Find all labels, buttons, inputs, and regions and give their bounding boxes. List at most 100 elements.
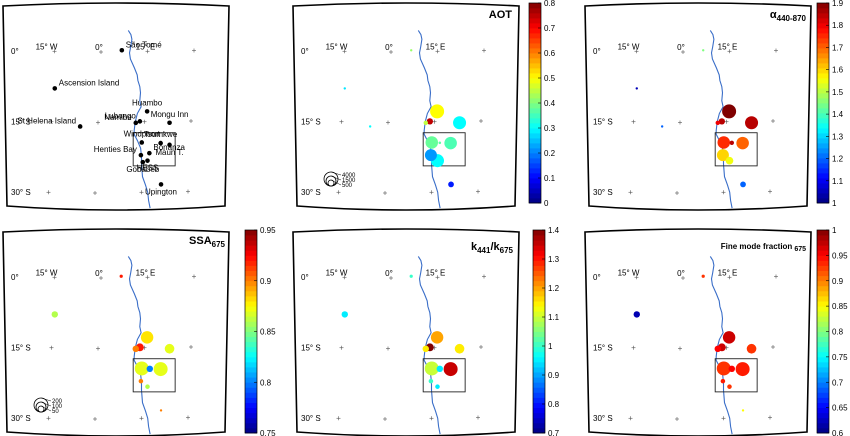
map-frame bbox=[2, 2, 230, 211]
lon-tick-label: 0° bbox=[677, 43, 685, 52]
colorbar-segment bbox=[529, 173, 541, 179]
data-point bbox=[716, 361, 731, 376]
colorbar-segment bbox=[817, 68, 829, 74]
colorbar-tick-label: 0.8 bbox=[544, 0, 556, 8]
colorbar-segment bbox=[817, 98, 829, 104]
colorbar-segment bbox=[533, 367, 545, 373]
data-point bbox=[720, 378, 726, 384]
colorbar-segment bbox=[529, 113, 541, 119]
colorbar-segment bbox=[817, 346, 829, 353]
panel-title: α440-870 bbox=[770, 9, 807, 23]
colorbar-segment bbox=[529, 18, 541, 24]
colorbar-segment bbox=[817, 316, 829, 322]
colorbar-segment bbox=[533, 235, 545, 241]
colorbar-segment bbox=[533, 255, 545, 261]
map-frame bbox=[584, 2, 812, 211]
site-label: St Helena Island bbox=[17, 116, 76, 125]
title-sub: 675 bbox=[212, 240, 226, 249]
colorbar-segment bbox=[533, 250, 545, 256]
colorbar-segment bbox=[817, 18, 829, 24]
lat-tick-label: 15° S bbox=[301, 118, 321, 127]
colorbar-segment bbox=[245, 361, 257, 368]
colorbar-tick-label: 1.1 bbox=[548, 313, 560, 322]
coastline bbox=[127, 256, 151, 435]
site-label: Tsumkwe bbox=[144, 130, 178, 139]
colorbar-tick-label: 0.8 bbox=[548, 400, 560, 409]
colorbar-tick-label: 0.9 bbox=[832, 277, 844, 286]
colorbar-segment bbox=[817, 148, 829, 154]
data-point bbox=[426, 118, 433, 125]
data-point bbox=[423, 120, 428, 126]
colorbar-segment bbox=[533, 417, 545, 424]
colorbar-segment bbox=[817, 83, 829, 89]
data-point bbox=[660, 125, 664, 128]
colorbar-segment bbox=[245, 427, 257, 434]
colorbar-segment bbox=[529, 178, 541, 184]
colorbar-segment bbox=[533, 377, 545, 383]
data-point bbox=[735, 362, 750, 377]
colorbar-segment bbox=[245, 356, 257, 363]
colorbar-segment bbox=[817, 168, 829, 174]
lat-tick-label: 15° S bbox=[593, 118, 613, 127]
title-b-sub: 675 bbox=[500, 246, 514, 255]
colorbar-segment bbox=[245, 407, 257, 414]
colorbar-segment bbox=[817, 422, 829, 429]
colorbar-segment bbox=[817, 311, 829, 317]
size-legend-label: 100 bbox=[52, 404, 63, 410]
colorbar-segment bbox=[817, 326, 829, 332]
colorbar-tick-label: 1.8 bbox=[832, 21, 844, 30]
colorbar-segment bbox=[529, 73, 541, 79]
colorbar-segment bbox=[817, 173, 829, 179]
data-point bbox=[718, 118, 725, 125]
lon-tick-label: 15° E bbox=[426, 42, 446, 51]
colorbar-segment bbox=[817, 412, 829, 419]
colorbar-segment bbox=[533, 326, 545, 332]
colorbar-segment bbox=[533, 245, 545, 251]
colorbar-segment bbox=[817, 53, 829, 59]
data-point bbox=[146, 365, 154, 373]
colorbar-segment bbox=[533, 240, 545, 246]
data-point bbox=[140, 331, 154, 344]
colorbar-tick-label: 1.9 bbox=[832, 0, 844, 8]
colorbar-segment bbox=[817, 8, 829, 14]
size-legend-label: 4000 bbox=[342, 173, 356, 179]
colorbar-segment bbox=[245, 295, 257, 302]
data-point bbox=[436, 365, 444, 373]
colorbar-segment bbox=[817, 138, 829, 144]
colorbar-segment bbox=[245, 402, 257, 409]
lat-tick-label: 0° bbox=[11, 273, 19, 282]
site-marker bbox=[77, 124, 83, 129]
coastline bbox=[709, 30, 733, 209]
colorbar-segment bbox=[817, 387, 829, 393]
colorbar-segment bbox=[817, 73, 829, 79]
size-legend-label: 1500 bbox=[342, 178, 356, 184]
colorbar-segment bbox=[817, 372, 829, 378]
data-point bbox=[153, 362, 168, 377]
colorbar-segment bbox=[817, 108, 829, 114]
panel-fine-mode-fraction: 15° W 0° 15° E 0° 15° S 30° S Fine mode fract… bbox=[584, 226, 848, 436]
data-point bbox=[454, 343, 465, 354]
study-box bbox=[714, 132, 758, 167]
data-point bbox=[741, 409, 745, 412]
size-legend-label: 200 bbox=[52, 399, 63, 405]
colorbar-tick-label: 1.2 bbox=[832, 155, 844, 164]
colorbar: 0.75 0.8 0.85 0.9 0.95 bbox=[244, 226, 276, 436]
lat-tick-label: 15° S bbox=[301, 344, 321, 353]
colorbar-segment bbox=[533, 331, 545, 337]
colorbar-segment bbox=[529, 48, 541, 54]
colorbar-segment bbox=[817, 13, 829, 19]
data-point bbox=[138, 378, 144, 384]
colorbar-segment bbox=[245, 250, 257, 256]
colorbar-segment bbox=[529, 193, 541, 199]
site-marker bbox=[144, 109, 150, 114]
data-point bbox=[428, 378, 434, 384]
colorbar-tick-label: 0.4 bbox=[544, 99, 556, 108]
colorbar-tick-label: 0.7 bbox=[544, 24, 556, 33]
site-label: Huambo bbox=[132, 98, 163, 107]
colorbar-tick-label: 1.4 bbox=[548, 226, 560, 235]
colorbar-segment bbox=[817, 356, 829, 363]
site-label: Namibe bbox=[104, 113, 132, 122]
data-point bbox=[410, 49, 413, 52]
colorbar-segment bbox=[245, 316, 257, 322]
